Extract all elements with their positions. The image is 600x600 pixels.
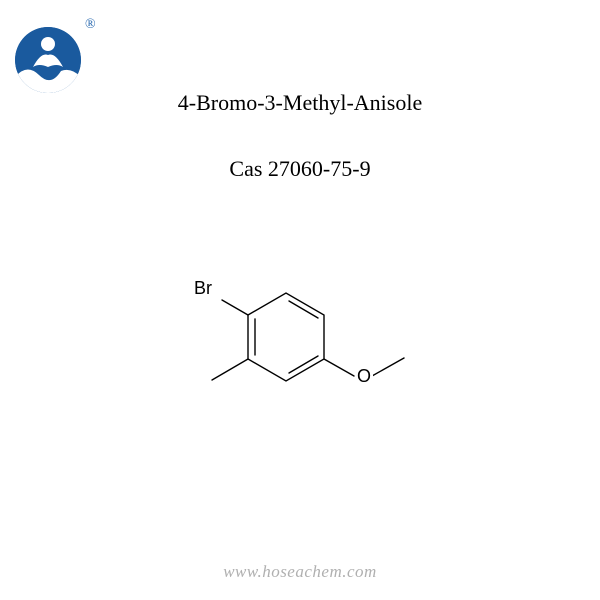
atom-label-o: O bbox=[355, 366, 373, 387]
structure-svg bbox=[170, 280, 430, 430]
watermark-url: www.hoseachem.com bbox=[0, 562, 600, 582]
registered-trademark-icon: ® bbox=[85, 17, 96, 33]
cas-number: Cas 27060-75-9 bbox=[0, 156, 600, 182]
atom-label-br: Br bbox=[192, 278, 214, 299]
logo-circle bbox=[15, 27, 81, 93]
chemical-name: 4-Bromo-3-Methyl-Anisole bbox=[0, 90, 600, 116]
logo-graphic bbox=[15, 27, 81, 93]
chemical-structure: Br O bbox=[170, 280, 430, 430]
title-block: 4-Bromo-3-Methyl-Anisole Cas 27060-75-9 bbox=[0, 90, 600, 182]
